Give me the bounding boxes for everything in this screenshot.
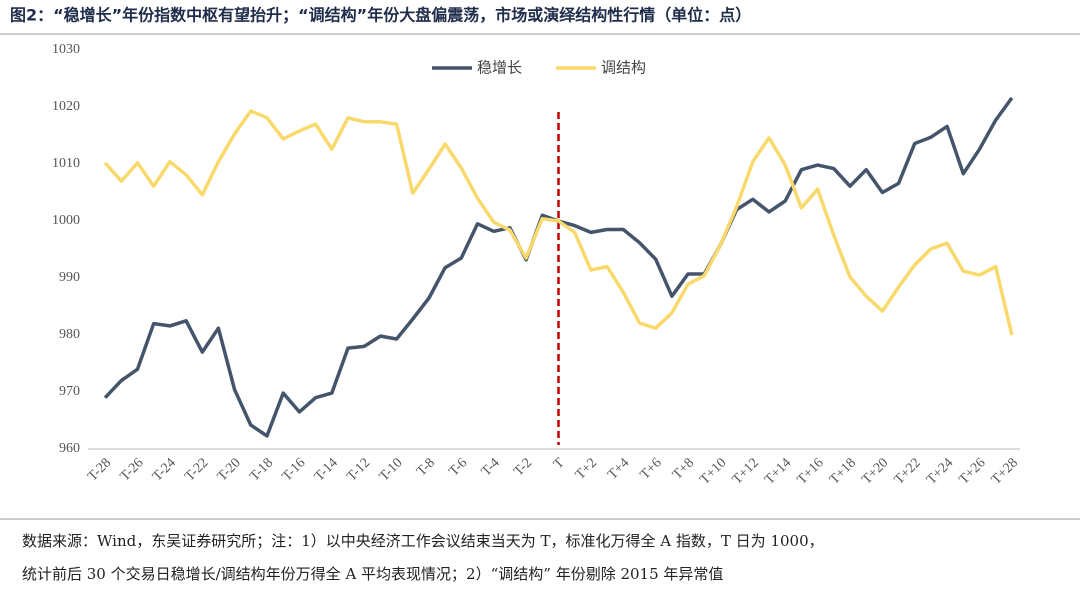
x-tick-label: T+26 xyxy=(956,455,988,487)
x-tick-label: T-2 xyxy=(511,455,535,479)
x-tick-label: T+28 xyxy=(989,455,1021,487)
y-tick-label: 960 xyxy=(59,441,80,456)
legend-label: 调结构 xyxy=(601,59,646,77)
legend-label: 稳增长 xyxy=(477,59,522,77)
y-tick-label: 970 xyxy=(59,384,80,399)
y-tick-label: 990 xyxy=(59,270,80,285)
y-tick-label: 1020 xyxy=(52,99,80,114)
x-tick-label: T+12 xyxy=(730,455,762,487)
x-tick-label: T-6 xyxy=(446,455,470,479)
y-tick-label: 1010 xyxy=(52,156,80,171)
x-tick-label: T+8 xyxy=(670,455,697,482)
source-note: 统计前后 30 个交易日稳增长/调结构年份万得全 A 平均表现情况；2）“调结构… xyxy=(22,565,723,583)
y-tick-label: 1000 xyxy=(52,213,80,228)
y-tick-label: 980 xyxy=(59,327,80,342)
x-tick-label: T+6 xyxy=(638,455,665,482)
x-tick-label: T-26 xyxy=(118,455,147,484)
series-line xyxy=(103,109,1014,336)
x-tick-label: T-28 xyxy=(85,455,114,484)
x-tick-label: T xyxy=(551,455,568,472)
y-tick-label: 1030 xyxy=(52,42,80,57)
x-tick-label: T+18 xyxy=(827,455,859,487)
x-tick-label: T-10 xyxy=(377,455,406,484)
x-tick-label: T+10 xyxy=(697,455,729,487)
x-tick-label: T-12 xyxy=(344,455,373,484)
x-tick-label: T+22 xyxy=(892,455,924,487)
x-tick-label: T+4 xyxy=(605,455,632,482)
x-tick-label: T-14 xyxy=(312,455,341,484)
x-tick-label: T-18 xyxy=(247,455,276,484)
x-tick-label: T-22 xyxy=(182,455,211,484)
x-tick-label: T+24 xyxy=(924,455,956,487)
x-tick-label: T+16 xyxy=(795,455,827,487)
x-tick-label: T-20 xyxy=(215,455,244,484)
chart-title: 图2：“稳增长”年份指数中枢有望抬升；“调结构”年份大盘偏震荡，市场或演绎结构性… xyxy=(10,6,751,25)
x-tick-label: T-16 xyxy=(280,455,309,484)
x-tick-label: T-4 xyxy=(479,455,503,479)
x-tick-label: T-8 xyxy=(414,455,438,479)
x-tick-label: T+2 xyxy=(573,455,600,482)
x-tick-label: T-24 xyxy=(150,455,179,484)
x-tick-label: T+14 xyxy=(762,455,794,487)
x-tick-label: T+20 xyxy=(859,455,891,487)
source-note: 数据来源：Wind，东吴证券研究所；注：1）以中央经济工作会议结束当天为 T，标… xyxy=(22,532,824,550)
